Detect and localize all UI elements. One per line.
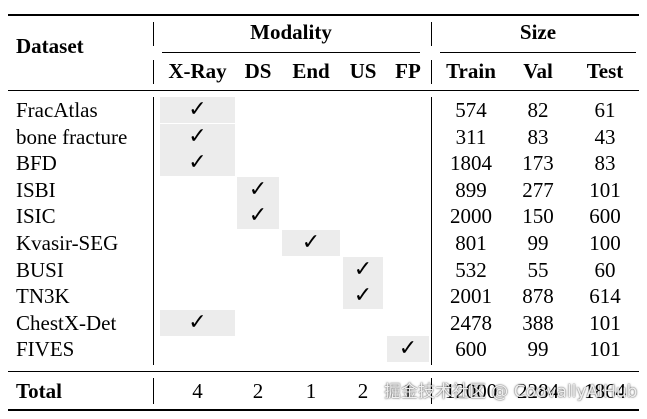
- header-train: Train: [446, 59, 496, 83]
- modality-underline: [162, 52, 420, 53]
- row-test-count: 101: [589, 311, 621, 335]
- row-train-count: 899: [455, 178, 487, 202]
- row-val-count: 388: [522, 311, 554, 335]
- total-end: 1: [305, 379, 317, 403]
- row-val-count: 878: [522, 284, 554, 308]
- row-test-count: 60: [594, 258, 616, 282]
- row-train-count: 600: [455, 337, 487, 361]
- row-test-count: 61: [594, 98, 616, 122]
- checkmark-icon: ✓: [160, 150, 235, 176]
- row-val-count: 83: [527, 125, 549, 149]
- row-dataset-name: BFD: [16, 151, 57, 175]
- header-dataset: Dataset: [16, 34, 84, 58]
- total-val: 2284: [517, 379, 559, 403]
- row-train-count: 2001: [450, 284, 492, 308]
- header-us: US: [349, 59, 377, 83]
- row-val-count: 277: [522, 178, 554, 202]
- body-separator-right: [431, 97, 432, 365]
- total-train: 12000: [444, 379, 498, 403]
- header-fp: FP: [395, 59, 421, 83]
- row-test-count: 101: [589, 337, 621, 361]
- checkmark-icon: ✓: [282, 230, 340, 256]
- header-xray: X-Ray: [168, 59, 227, 83]
- subheader-separator-right: [431, 60, 432, 84]
- top-rule: [8, 14, 639, 16]
- row-dataset-name: FIVES: [16, 337, 75, 361]
- body-separator-left: [153, 97, 154, 365]
- header-val: Val: [523, 59, 553, 83]
- row-dataset-name: ISIC: [16, 204, 56, 228]
- header-test: Test: [586, 59, 624, 83]
- total-test: 1864: [584, 379, 626, 403]
- bottom-rule: [8, 409, 639, 411]
- total-separator-right: [431, 378, 432, 404]
- row-train-count: 311: [455, 125, 487, 149]
- row-test-count: 43: [594, 125, 616, 149]
- row-val-count: 150: [522, 204, 554, 228]
- checkmark-icon: ✓: [160, 124, 235, 150]
- size-underline: [440, 52, 636, 53]
- row-train-count: 532: [455, 258, 487, 282]
- checkmark-icon: ✓: [160, 310, 235, 336]
- total-rule: [8, 371, 639, 372]
- checkmark-icon: ✓: [160, 97, 235, 123]
- row-test-count: 83: [594, 151, 616, 175]
- checkmark-icon: ✓: [387, 336, 429, 362]
- row-val-count: 99: [527, 337, 549, 361]
- header-end: End: [292, 59, 330, 83]
- row-train-count: 801: [455, 231, 487, 255]
- header-size: Size: [519, 20, 557, 44]
- checkmark-icon: ✓: [237, 203, 279, 229]
- row-dataset-name: bone fracture: [16, 125, 128, 149]
- row-dataset-name: FracAtlas: [16, 98, 98, 122]
- total-fp: 1: [402, 379, 414, 403]
- row-test-count: 600: [589, 204, 621, 228]
- total-ds: 2: [252, 379, 264, 403]
- subheader-separator-left: [153, 60, 154, 84]
- row-train-count: 2000: [450, 204, 492, 228]
- total-xray: 4: [192, 379, 203, 403]
- row-dataset-name: BUSI: [16, 258, 64, 282]
- header-separator-right: [431, 22, 432, 46]
- checkmark-icon: ✓: [343, 283, 383, 309]
- watermark: 掘金技术社区 @ CoovallyAIHub: [384, 382, 638, 402]
- row-val-count: 82: [527, 98, 549, 122]
- row-train-count: 574: [455, 98, 487, 122]
- checkmark-icon: ✓: [343, 257, 383, 283]
- row-val-count: 173: [522, 151, 554, 175]
- row-test-count: 614: [589, 284, 621, 308]
- header-modality: Modality: [250, 20, 332, 44]
- row-dataset-name: TN3K: [16, 284, 70, 308]
- row-train-count: 1804: [450, 151, 492, 175]
- header-ds: DS: [244, 59, 272, 83]
- header-rule: [8, 90, 639, 91]
- header-separator-left: [153, 22, 154, 46]
- row-train-count: 2478: [450, 311, 492, 335]
- total-us: 2: [357, 379, 369, 403]
- total-separator-left: [153, 378, 154, 404]
- row-dataset-name: Kvasir-SEG: [16, 231, 119, 255]
- row-val-count: 55: [527, 258, 549, 282]
- checkmark-icon: ✓: [237, 177, 279, 203]
- row-dataset-name: ChestX-Det: [16, 311, 117, 335]
- row-test-count: 101: [589, 178, 621, 202]
- row-dataset-name: ISBI: [16, 178, 56, 202]
- row-test-count: 100: [589, 231, 621, 255]
- total-label: Total: [16, 379, 62, 403]
- row-val-count: 99: [527, 231, 549, 255]
